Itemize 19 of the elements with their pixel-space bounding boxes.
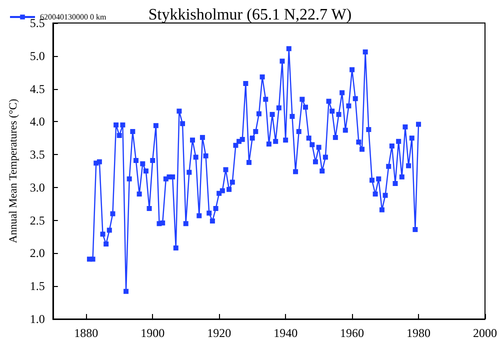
y-tick-label: 4.5 (30, 82, 45, 96)
y-tick-label: 1.5 (30, 279, 45, 294)
x-tick-label: 1940 (274, 326, 298, 339)
y-tick-label: 2.5 (30, 213, 45, 228)
y-tick-label: 1.0 (30, 312, 45, 326)
y-tick-label: 4.0 (30, 114, 45, 129)
x-tick-label: 2000 (473, 326, 497, 339)
y-tick-label: 3.5 (30, 148, 45, 162)
x-tick-label: 1960 (340, 326, 364, 339)
y-tick-label: 2.0 (30, 246, 45, 260)
legend-label: 620040130000 0 km (40, 12, 107, 22)
x-tick-label: 1900 (140, 326, 165, 339)
y-tick-label: 3.0 (30, 180, 45, 194)
y-axis-title: Annual Mean Temperatures (°C) (8, 98, 20, 244)
chart-title: Stykkisholmur (65.1 N,22.7 W) (148, 6, 352, 24)
y-tick-label: 5.0 (30, 48, 45, 63)
x-tick-label: 1980 (406, 326, 431, 339)
x-tick-label: 1880 (74, 326, 98, 339)
x-tick-label: 1920 (207, 326, 232, 339)
